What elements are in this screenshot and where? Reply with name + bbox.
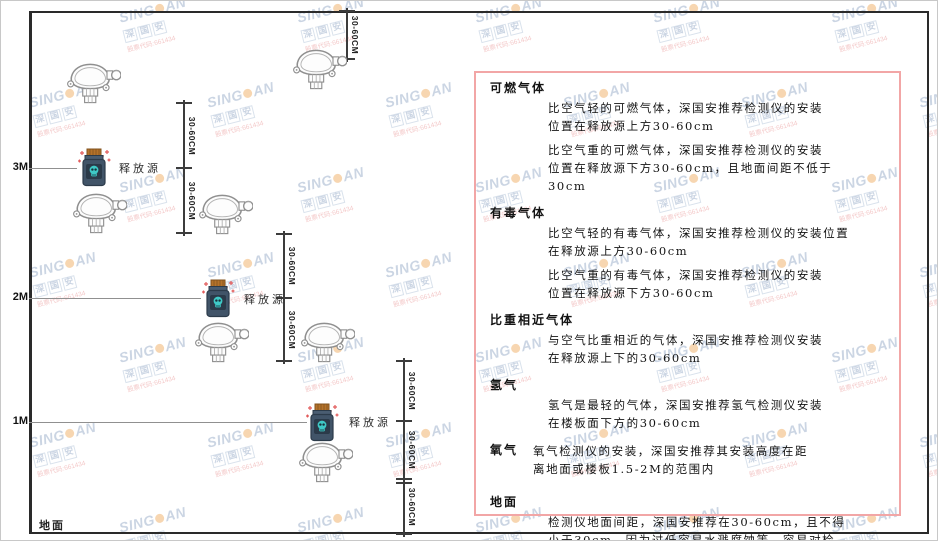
dimension-label: 30-60CM [187,116,197,155]
dimension-tick [176,232,192,234]
dimension-tick [276,360,292,362]
panel-paragraph-line: 比空气轻的有毒气体，深国安推荐检测仪的安装位置 [548,226,850,240]
panel-paragraph: 比空气轻的可燃气体，深国安推荐检测仪的安装 位置在释放源上方30-60cm [548,99,887,135]
level-line [29,298,201,299]
dimension-label: 30-60CM [350,15,360,55]
gas-detector-icon [65,60,122,111]
dimension-label: 30-60CM [407,430,417,470]
dimension-label: 30-60CM [187,181,197,220]
panel-paragraph-line: 位置在释放源下方30-60cm [548,286,715,300]
panel-section-heading: 氢气 [490,378,519,392]
dimension-line [346,8,348,62]
panel-paragraph: 检测仪地面间距，深国安推荐在30-60cm，且不得小于30cm，因为过低容易水溅… [548,513,887,541]
panel-paragraph-line: 氧气检测仪的安装，深国安推荐其安装高度在距 [533,444,809,458]
gas-detector-icon [71,190,128,241]
dimension-tick [176,167,192,169]
panel-section-heading: 可燃气体 [490,81,547,95]
dimension-tick [396,360,412,362]
dimension-label: 30-60CM [407,487,417,526]
release-source-label: 释放源 [119,162,161,175]
panel-paragraph-line: 位置在释放源上方30-60cm [548,119,715,133]
panel-paragraph: 比空气轻的有毒气体，深国安推荐检测仪的安装位置 在释放源上方30-60cm [548,224,887,260]
release-source-icon [76,148,112,193]
panel-paragraph: 比空气重的有毒气体，深国安推荐检测仪的安装 位置在释放源下方30-60cm [548,266,887,302]
panel-paragraph-line: 比空气轻的可燃气体，深国安推荐检测仪的安装 [548,101,824,115]
panel-paragraph-line: 小于30cm，因为过低容易水溅腐蚀等，容易对检 [548,533,836,541]
level-label: 2M [12,291,28,303]
gas-detector-icon [297,439,354,490]
release-source-label: 释放源 [244,293,286,306]
gas-detector-icon [197,191,254,242]
panel-paragraph-line: 位置在释放源下方30-60cm，且地面间距不低于 [548,161,833,175]
dimension-tick [276,297,292,299]
dimension-tick [396,478,412,480]
panel-paragraph-line: 与空气比重相近的气体，深国安推荐检测仪安装 [548,333,824,347]
dimension-tick [396,482,412,484]
level-line [29,422,307,423]
release-source-label: 释放源 [349,416,391,429]
panel-paragraph-line: 离地面或楼板1.5-2M的范围内 [533,462,715,476]
panel-section: 氧气 氧气检测仪的安装，深国安推荐其安装高度在距 离地面或楼板1.5-2M的范围内 [490,442,887,484]
dimension-tick [339,58,355,60]
gas-detector-icon [193,319,250,370]
dimension-label: 30-60CM [287,246,297,286]
panel-paragraph-line: 在释放源上下的30-60cm [548,351,702,365]
panel-section-heading: 氧气 [490,443,519,457]
dimension-label: 30-60CM [407,371,417,411]
panel-paragraph-line: 在楼板面下方的30-60cm [548,416,702,430]
panel-paragraph: 氢气是最轻的气体，深国安推荐氢气检测仪安装 在楼板面下方的30-60cm [548,396,887,432]
dimension-tick [176,102,192,104]
dimension-tick [276,233,292,235]
panel-section: 氢气氢气是最轻的气体，深国安推荐氢气检测仪安装 在楼板面下方的30-60cm [490,377,887,432]
diagram-frame [29,11,929,534]
panel-paragraph-line: 氢气是最轻的气体，深国安推荐氢气检测仪安装 [548,398,824,412]
dimension-tick [396,533,412,535]
panel-paragraph: 比空气重的可燃气体，深国安推荐检测仪的安装 位置在释放源下方30-60cm，且地面… [548,141,887,195]
ground-label: 地面 [39,519,65,532]
dimension-tick [339,10,355,12]
release-source-icon [304,403,340,448]
dimension-label: 30-60CM [287,310,297,349]
panel-section: 有毒气体 比空气轻的有毒气体，深国安推荐检测仪的安装位置 在释放源上方30-60cm… [490,205,887,302]
panel-section-heading: 地面 [490,495,519,509]
dimension-tick [396,420,412,422]
level-label: 1M [12,415,28,427]
panel-section: 地面检测仪地面间距，深国安推荐在30-60cm，且不得小于30cm，因为过低容易… [490,494,887,541]
panel-section: 可燃气体 比空气轻的可燃气体，深国安推荐检测仪的安装 位置在释放源上方30-60cm… [490,80,887,195]
gas-detector-icon [291,46,348,97]
panel-paragraph-line: 检测仪地面间距，深国安推荐在30-60cm，且不得 [548,515,846,529]
panel-paragraph-line: 30cm [548,179,587,193]
panel-paragraph-line: 比空气重的有毒气体，深国安推荐检测仪的安装 [548,268,824,282]
guidelines-panel: 可燃气体 比空气轻的可燃气体，深国安推荐检测仪的安装 位置在释放源上方30-60cm… [474,71,901,540]
gas-detector-icon [299,319,356,370]
dimension-line [403,358,405,537]
panel-paragraph-line: 比空气重的可燃气体，深国安推荐检测仪的安装 [548,143,824,157]
panel-section-heading: 比重相近气体 [490,313,575,327]
panel-paragraph-line: 在释放源上方30-60cm [548,244,689,258]
level-line [29,168,77,169]
panel-paragraph: 氧气检测仪的安装，深国安推荐其安装高度在距 离地面或楼板1.5-2M的范围内 [533,442,887,478]
panel-section: 比重相近气体与空气比重相近的气体，深国安推荐检测仪安装 在释放源上下的30-60c… [490,312,887,367]
panel-paragraph: 与空气比重相近的气体，深国安推荐检测仪安装 在释放源上下的30-60cm [548,331,887,367]
release-source-icon [200,279,236,324]
panel-section-heading: 有毒气体 [490,206,547,220]
level-label: 3M [12,161,28,173]
